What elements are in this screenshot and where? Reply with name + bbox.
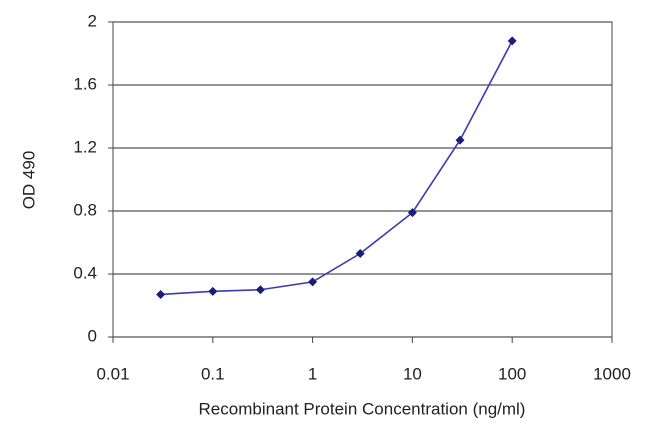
- y-tick-label: 2: [88, 11, 97, 30]
- x-axis-label: Recombinant Protein Concentration (ng/ml…: [199, 399, 526, 418]
- y-tick-label: 1.2: [73, 137, 97, 156]
- data-point: [355, 249, 365, 259]
- data-point: [208, 286, 218, 296]
- x-tick-label: 0.01: [96, 364, 129, 383]
- data-point: [308, 277, 318, 287]
- y-tick-label: 0.8: [73, 200, 97, 219]
- data-point: [407, 208, 417, 218]
- y-axis-label: OD 490: [19, 151, 38, 210]
- x-tick-label: 10: [403, 364, 422, 383]
- x-tick-label: 1000: [593, 364, 631, 383]
- y-tick-label: 0: [88, 326, 97, 345]
- data-point: [255, 285, 265, 295]
- x-tick-label: 100: [498, 364, 526, 383]
- data-point: [455, 135, 465, 145]
- data-point: [156, 289, 166, 299]
- x-tick-label: 1: [308, 364, 317, 383]
- x-tick-label: 0.1: [201, 364, 225, 383]
- y-tick-label: 1.6: [73, 74, 97, 93]
- plot-area: [112, 21, 613, 338]
- data-point: [507, 36, 517, 46]
- y-tick-label: 0.4: [73, 263, 97, 282]
- data-line: [160, 40, 513, 296]
